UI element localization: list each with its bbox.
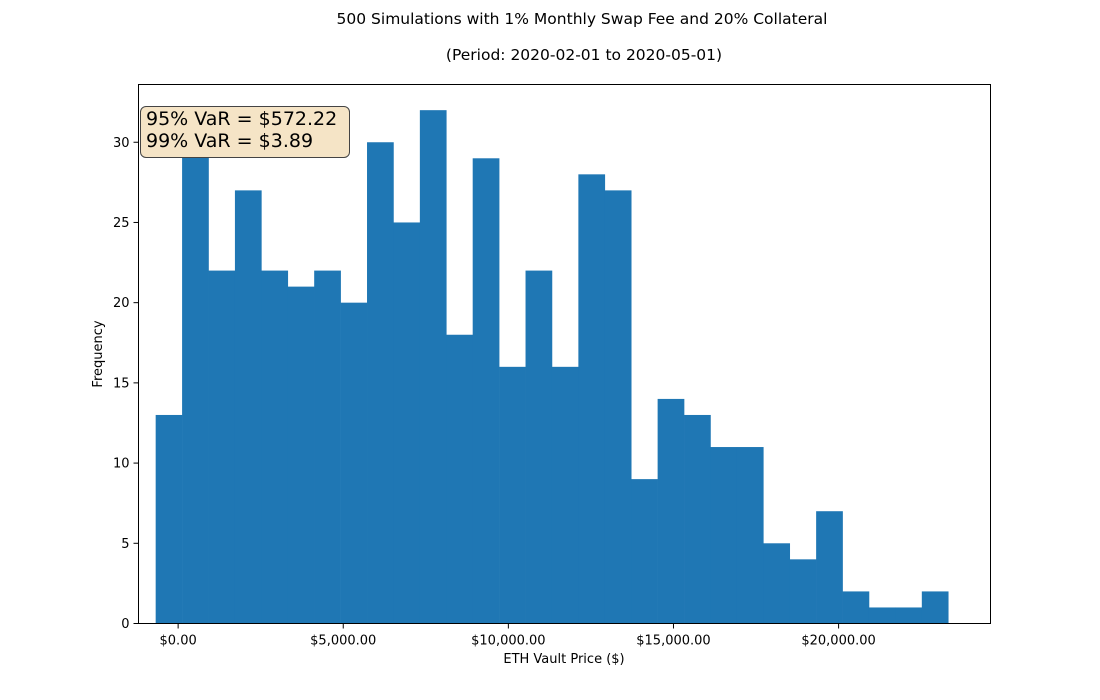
- histogram-bar: [446, 334, 473, 624]
- histogram-bar: [921, 591, 949, 624]
- histogram-bar: [472, 158, 500, 624]
- histogram-bar: [234, 190, 262, 624]
- x-tick-label: $5,000.00: [310, 634, 376, 649]
- histogram-bar: [314, 270, 341, 624]
- histogram-bar: [684, 414, 711, 624]
- histogram-bar: [287, 286, 315, 624]
- chart-title: 500 Simulations with 1% Monthly Swap Fee…: [337, 10, 828, 28]
- x-tick-label: $15,000.00: [636, 634, 710, 649]
- var-99-label: 99% VaR = $3.89: [146, 130, 314, 152]
- y-tick-label: 0: [121, 617, 129, 632]
- y-tick-label: 30: [113, 136, 130, 151]
- var-annotation-box: 95% VaR = $572.22 99% VaR = $3.89: [140, 106, 350, 158]
- histogram-bar: [710, 447, 738, 624]
- histogram-bar: [367, 142, 394, 624]
- bars-group: [155, 110, 949, 624]
- histogram-bar: [736, 447, 764, 624]
- x-tick-label: $0.00: [160, 634, 197, 649]
- histogram-bar: [657, 398, 685, 624]
- y-tick-label: 15: [113, 376, 130, 391]
- chart-subtitle: (Period: 2020-02-01 to 2020-05-01): [446, 46, 722, 64]
- histogram-bar: [208, 270, 236, 624]
- histogram-bar: [631, 479, 658, 624]
- histogram-bar: [525, 270, 553, 624]
- histogram-bar: [604, 190, 632, 624]
- histogram-bar: [816, 511, 843, 624]
- histogram-bar: [868, 607, 896, 624]
- histogram-bar: [895, 607, 923, 624]
- y-tick-label: 10: [113, 457, 130, 472]
- histogram-bar: [261, 270, 289, 624]
- histogram-bar: [842, 591, 870, 624]
- histogram-bar: [419, 110, 447, 624]
- y-tick-label: 25: [113, 216, 130, 231]
- histogram-bar: [182, 142, 209, 624]
- histogram-bar: [789, 559, 817, 624]
- y-axis-ticks: 0 5 10 15 20 25 30: [113, 136, 139, 632]
- x-tick-label: $10,000.00: [471, 634, 545, 649]
- plot-frame: [138, 84, 991, 624]
- x-axis-label: ETH Vault Price ($): [503, 652, 624, 667]
- x-axis-ticks: $0.00 $5,000.00 $10,000.00 $15,000.00 $20,00…: [160, 623, 876, 649]
- histogram-bar: [155, 414, 183, 624]
- var-95-label: 95% VaR = $572.22: [146, 108, 338, 130]
- x-tick-label: $20,000.00: [801, 634, 875, 649]
- histogram-bar: [763, 543, 791, 624]
- histogram-bar: [340, 302, 368, 624]
- histogram-bar: [551, 366, 579, 624]
- histogram-bar: [499, 366, 526, 624]
- y-axis-label: Frequency: [91, 320, 106, 387]
- histogram-bar: [578, 174, 606, 624]
- y-tick-label: 5: [121, 537, 129, 552]
- y-tick-label: 20: [113, 296, 130, 311]
- histogram-bar: [393, 222, 421, 624]
